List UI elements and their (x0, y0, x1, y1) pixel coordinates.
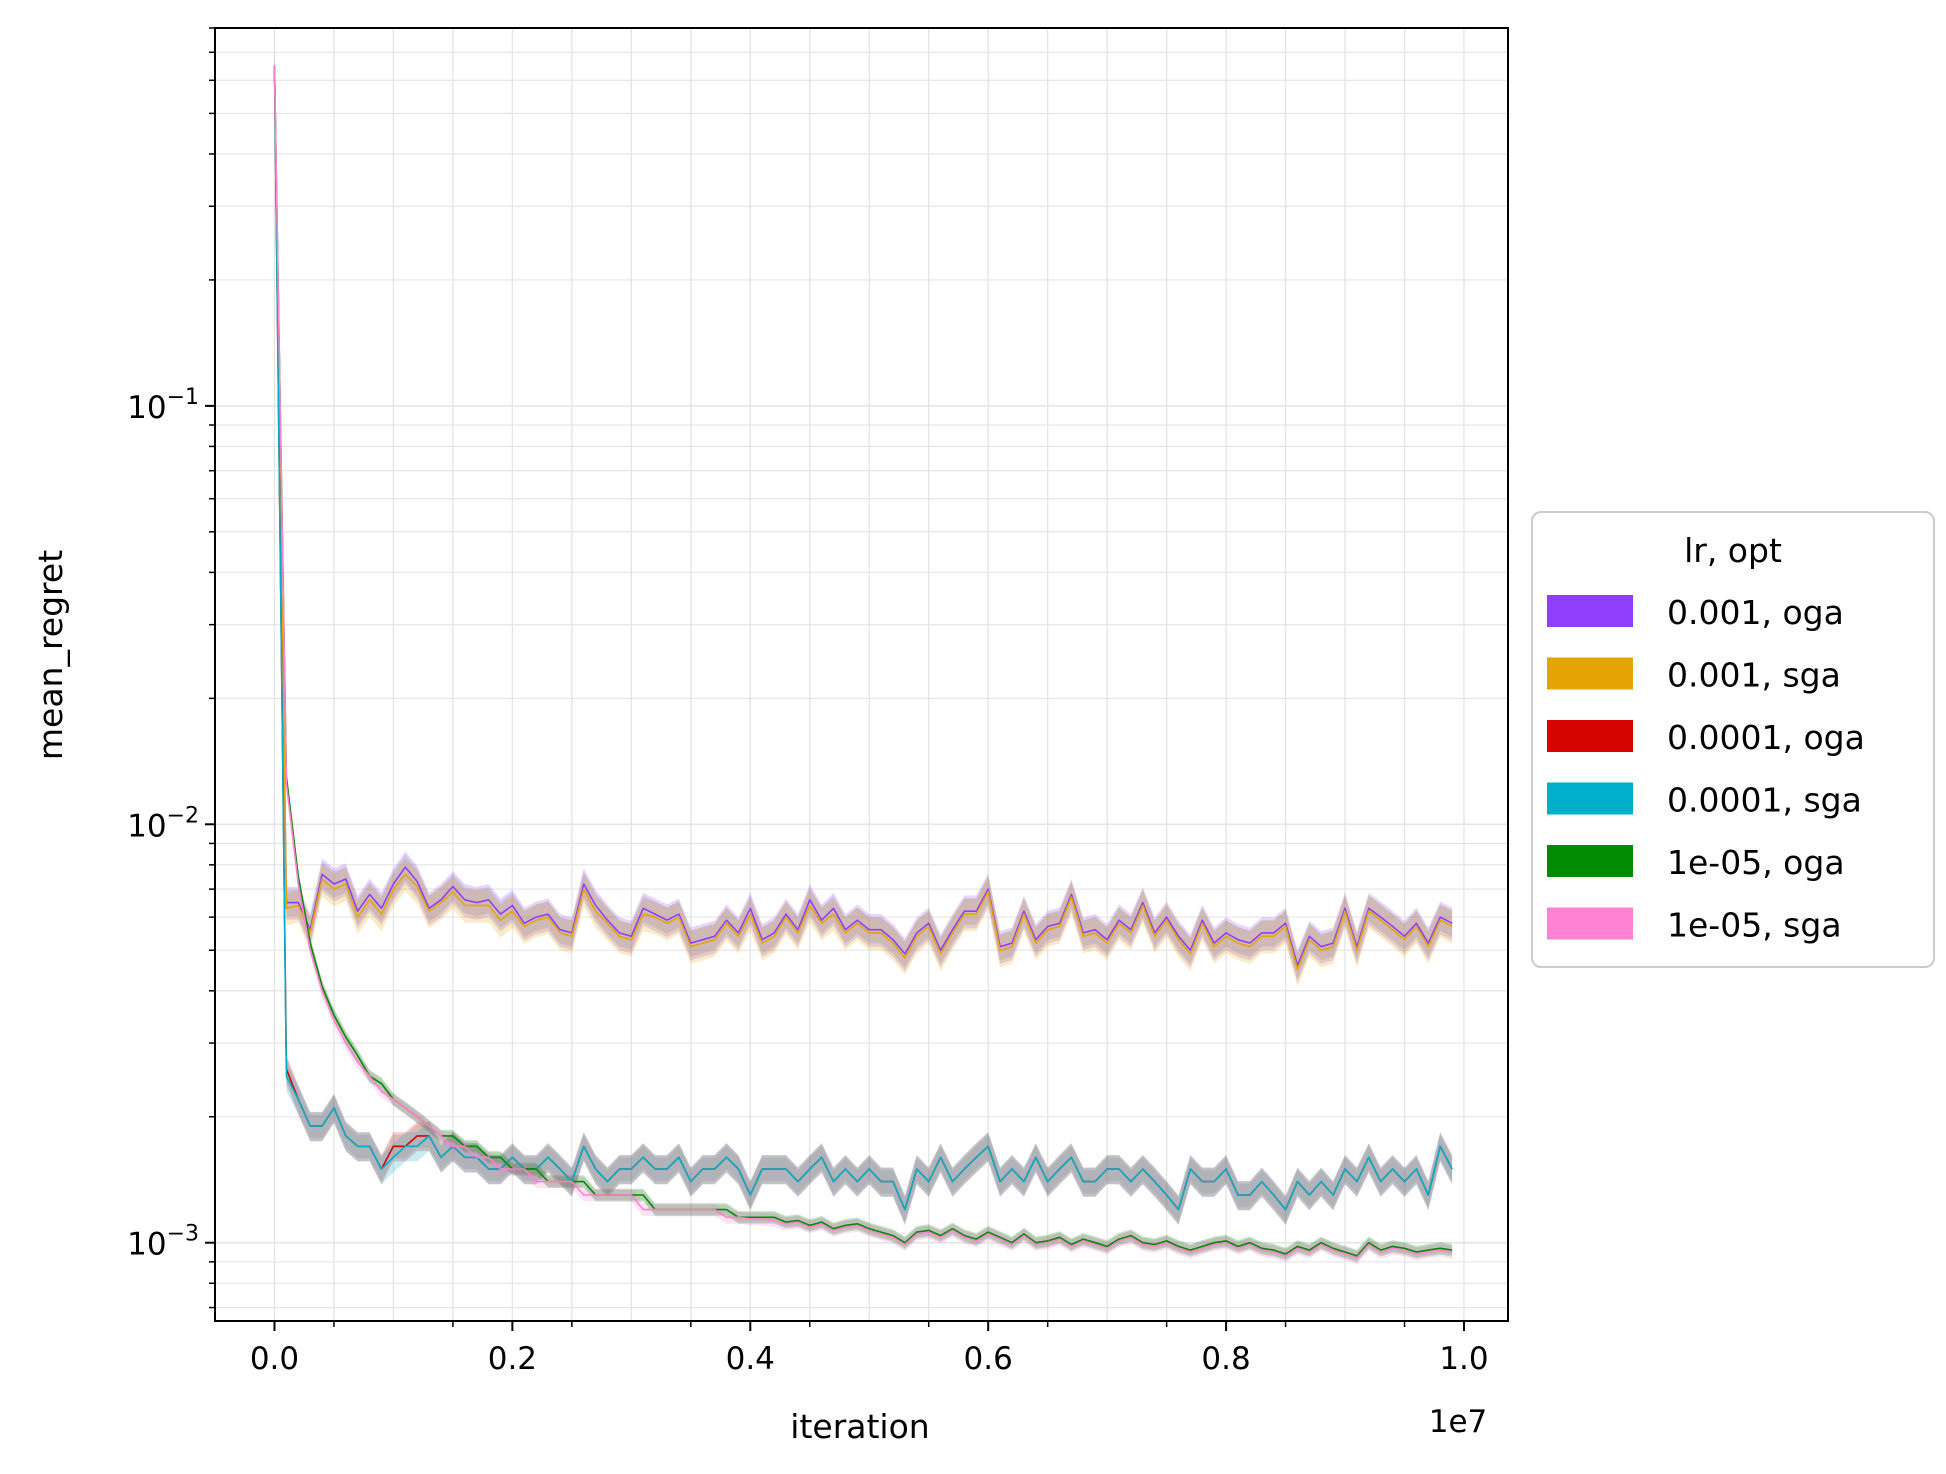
legend-label: 1e-05, sga (1667, 906, 1842, 945)
legend-swatch (1547, 657, 1633, 690)
y-tick-label: 10−2 (127, 803, 199, 844)
x-tick-label: 1.0 (1439, 1341, 1488, 1377)
x-tick-label: 0.6 (964, 1341, 1013, 1377)
legend-swatch (1547, 907, 1633, 940)
axes (214, 27, 1509, 1322)
series-lines (273, 65, 1453, 1259)
ticks: 0.0 0.2 0.4 0.6 0.8 1.0 10−3 10−2 10−1 (127, 27, 1489, 1377)
legend-swatch (1547, 845, 1633, 877)
legend-swatch (1547, 782, 1633, 815)
series-line (273, 65, 1453, 1257)
x-tick-label: 0.4 (726, 1341, 775, 1377)
x-tick-label: 0.2 (488, 1341, 537, 1377)
series-band (274, 50, 1453, 983)
legend-title: lr, opt (1684, 531, 1782, 570)
legend-swatch (1547, 720, 1633, 752)
y-tick-label: 10−1 (127, 385, 199, 426)
legend-label: 0.001, oga (1667, 593, 1844, 632)
legend-label: 0.001, sga (1667, 656, 1841, 695)
y-tick-label: 10−3 (127, 1222, 199, 1263)
legend-label: 0.0001, sga (1667, 781, 1862, 820)
x-tick-label: 0.0 (250, 1341, 299, 1377)
series-line (273, 65, 1453, 971)
x-axis-label: iteration (790, 1407, 929, 1446)
x-tick-label: 0.8 (1201, 1341, 1250, 1377)
y-axis-label: mean_regret (31, 550, 70, 760)
legend-items: 0.001, oga 0.001, sga 0.0001, oga 0.0001, s… (1547, 593, 1865, 945)
legend-label: 0.0001, oga (1667, 718, 1865, 757)
x-axis-offset-label: 1e7 (1429, 1404, 1488, 1440)
series-line (273, 65, 1453, 967)
series-line (273, 65, 1453, 1259)
series-line (273, 65, 1453, 1211)
legend-label: 1e-05, oga (1667, 843, 1845, 882)
grid (215, 27, 1508, 1321)
legend-swatch (1547, 595, 1633, 627)
plot-frame (214, 27, 1509, 1322)
